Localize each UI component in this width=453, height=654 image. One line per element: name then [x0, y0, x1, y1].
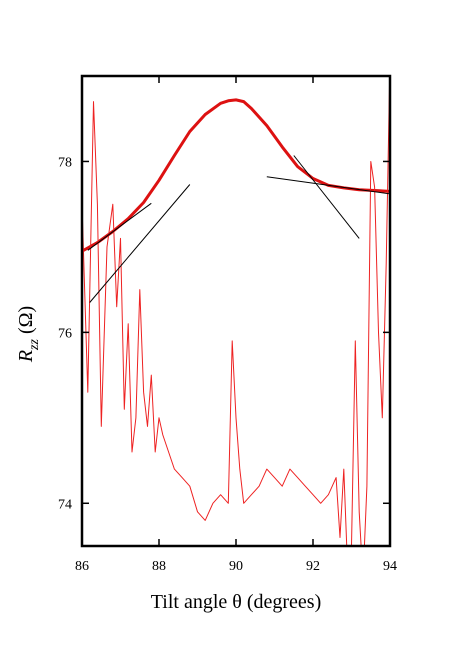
- x-axis-title: Tilt angle θ (degrees): [151, 591, 321, 613]
- tangent-line-1: [89, 184, 191, 303]
- series-line-noisy: [82, 76, 390, 546]
- x-tick-label: 90: [229, 559, 243, 574]
- ticks-layer: 86 88 90 92 94 74 76 78: [58, 76, 397, 574]
- tangent-line-2: [87, 202, 152, 251]
- y-axis-subscript: zz: [27, 338, 42, 350]
- y-tick-label: 74: [58, 497, 72, 512]
- y-axis-symbol: R: [15, 350, 37, 363]
- y-tick-label: 76: [58, 326, 72, 341]
- x-tick-label: 88: [152, 559, 166, 574]
- tangent-line-4: [293, 155, 360, 239]
- series-layer: [82, 76, 390, 546]
- x-tick-label: 86: [75, 559, 89, 574]
- x-tick-label: 94: [383, 559, 397, 574]
- y-axis-unit: (Ω): [15, 306, 37, 334]
- tangent-line-3: [266, 176, 390, 195]
- x-tick-label: 92: [306, 559, 320, 574]
- y-tick-label: 78: [58, 155, 72, 170]
- y-axis-title: Rzz (Ω): [15, 306, 42, 363]
- series-line-smooth: [82, 98, 390, 253]
